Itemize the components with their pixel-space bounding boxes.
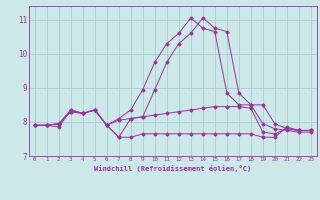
- X-axis label: Windchill (Refroidissement éolien,°C): Windchill (Refroidissement éolien,°C): [94, 165, 252, 172]
